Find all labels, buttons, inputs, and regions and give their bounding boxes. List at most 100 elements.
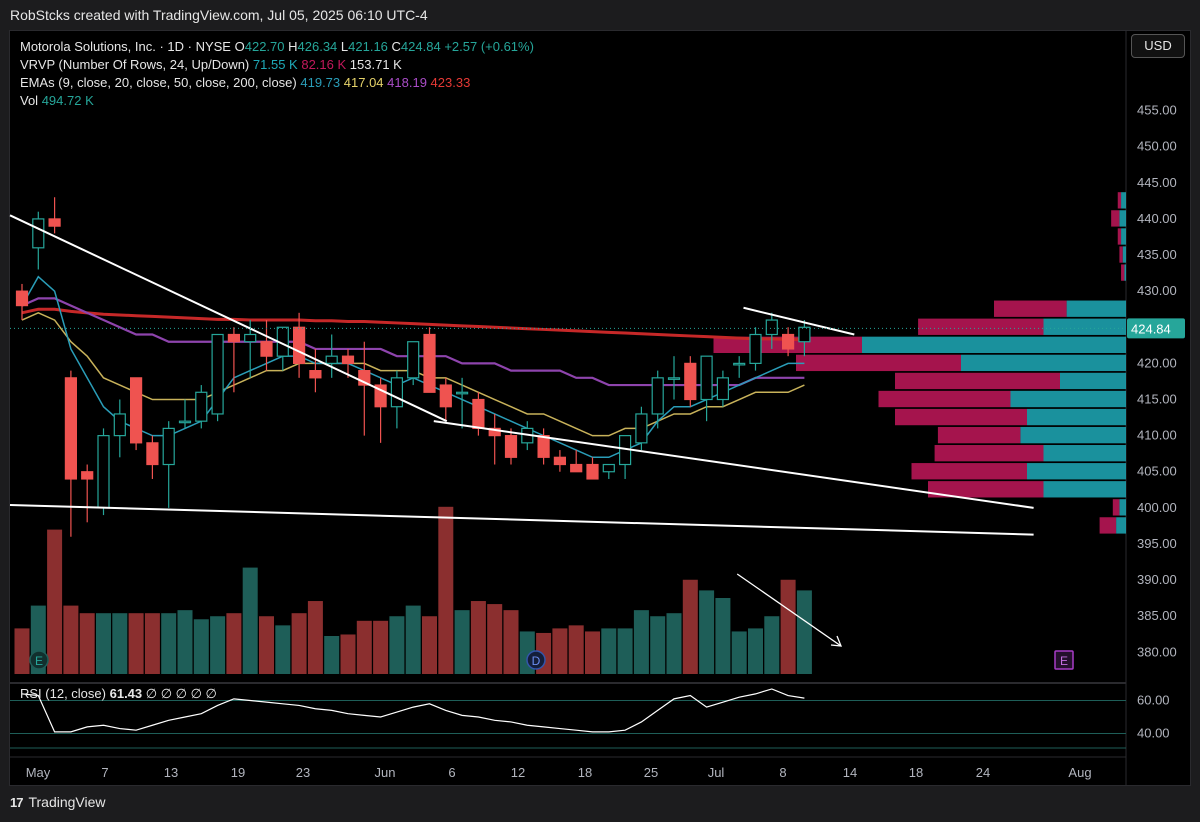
vrvp-up-bar bbox=[1010, 390, 1126, 408]
volume-bar bbox=[63, 605, 79, 674]
volume-bar bbox=[585, 631, 600, 674]
candle-body bbox=[684, 362, 697, 401]
change-value: +2.57 (+0.61%) bbox=[444, 39, 534, 54]
vrvp-up-bar bbox=[1066, 300, 1126, 317]
chart-attribution: RobStcks created with TradingView.com, J… bbox=[0, 0, 1200, 30]
vrvp-up-bar bbox=[1124, 264, 1126, 281]
volume-bar bbox=[96, 613, 111, 674]
volume-bar bbox=[128, 613, 144, 674]
candle-body bbox=[309, 370, 322, 379]
vol-row: Vol 494.72 K bbox=[20, 92, 534, 110]
candle-body bbox=[293, 326, 306, 364]
vrvp-down-bar bbox=[994, 300, 1067, 317]
volume-bar bbox=[307, 601, 323, 674]
volume-bar bbox=[731, 631, 747, 674]
vrvp-down: 82.16 K bbox=[301, 57, 347, 72]
event-marker-icon bbox=[29, 650, 49, 670]
trendline bbox=[433, 420, 1034, 509]
price-tick-label: 455.00 bbox=[1137, 103, 1177, 118]
candle-body bbox=[553, 456, 567, 466]
price-tick-label: 385.00 bbox=[1137, 608, 1177, 623]
volume-bar bbox=[682, 579, 698, 674]
rsi-legend: RSI (12, close) 61.43 ∅ ∅ ∅ ∅ ∅ bbox=[20, 686, 217, 702]
legend: Motorola Solutions, Inc. · 1D · NYSE O 42… bbox=[20, 38, 534, 110]
candle-body bbox=[700, 355, 713, 401]
volume-bar bbox=[275, 625, 291, 674]
symbol-title: Motorola Solutions, Inc. · 1D · NYSE bbox=[20, 39, 231, 54]
volume-bar bbox=[617, 628, 633, 674]
trendline bbox=[743, 306, 855, 336]
close-label: C bbox=[391, 39, 401, 54]
price-tick-label: 440.00 bbox=[1137, 211, 1177, 226]
price-tick-label: 420.00 bbox=[1137, 355, 1177, 370]
candle-body bbox=[456, 391, 469, 395]
open-label: O bbox=[234, 39, 245, 54]
candle-body bbox=[113, 413, 126, 437]
currency-button[interactable]: USD bbox=[1131, 34, 1185, 58]
vrvp-down-bar bbox=[918, 318, 1044, 335]
vrvp-label: VRVP (Number Of Rows, 24, Up/Down) bbox=[20, 57, 250, 72]
candle-body bbox=[162, 427, 175, 466]
tradingview-brand[interactable]: 17 TradingView bbox=[10, 794, 106, 810]
price-tick-label: 400.00 bbox=[1137, 500, 1177, 515]
time-tick-label: May bbox=[26, 765, 51, 780]
vrvp-down-bar bbox=[1117, 228, 1122, 245]
time-tick-label: Aug bbox=[1068, 765, 1091, 780]
candle-body bbox=[244, 333, 257, 343]
vrvp-total: 153.71 K bbox=[349, 57, 402, 72]
candle-body bbox=[716, 377, 730, 401]
price-tick-label: 445.00 bbox=[1137, 175, 1177, 190]
rsi-tick-label: 40.00 bbox=[1137, 726, 1170, 741]
ema200-line bbox=[21, 307, 805, 342]
vrvp-down-bar bbox=[911, 463, 1027, 480]
vrvp-down-bar bbox=[1117, 192, 1122, 209]
rsi-extra: ∅ ∅ ∅ ∅ ∅ bbox=[145, 686, 217, 701]
vrvp-up-bar bbox=[1122, 246, 1126, 263]
candle-body bbox=[325, 355, 338, 364]
volume-bar bbox=[666, 613, 682, 674]
volume-arrow bbox=[736, 573, 842, 647]
vrvp-down-bar bbox=[878, 390, 1011, 408]
price-tick-label: 380.00 bbox=[1137, 644, 1177, 659]
time-tick-label: 6 bbox=[448, 765, 455, 780]
candle-body bbox=[211, 333, 224, 415]
candle-body bbox=[667, 377, 681, 380]
time-tick-label: 12 bbox=[511, 765, 525, 780]
candle-body bbox=[570, 463, 583, 473]
candle-body bbox=[81, 471, 94, 480]
candle-body bbox=[358, 370, 371, 386]
time-tick-label: 18 bbox=[578, 765, 592, 780]
volume-bar bbox=[422, 616, 437, 674]
volume-bar bbox=[764, 616, 780, 674]
vrvp-down-bar bbox=[934, 445, 1044, 462]
vrvp-row: VRVP (Number Of Rows, 24, Up/Down) 71.55… bbox=[20, 56, 534, 74]
rsi-tick-label: 60.00 bbox=[1137, 693, 1170, 708]
ema20-value: 417.04 bbox=[343, 75, 384, 90]
volume-bar bbox=[324, 636, 340, 674]
volume-bar bbox=[633, 610, 649, 674]
candle-body bbox=[651, 377, 664, 415]
vrvp-down-bar bbox=[895, 408, 1027, 426]
event-marker-label: D bbox=[532, 654, 541, 668]
ema50-value: 418.19 bbox=[387, 75, 427, 90]
earnings-marker-icon bbox=[1054, 650, 1074, 670]
volume-bar bbox=[79, 613, 95, 674]
candle-body bbox=[130, 377, 143, 444]
price-tick-label: 395.00 bbox=[1137, 536, 1177, 551]
close-value: 424.84 bbox=[400, 39, 441, 54]
vrvp-up-bar bbox=[1116, 517, 1126, 534]
volume-bar bbox=[715, 598, 731, 674]
vrvp-down-bar bbox=[928, 481, 1044, 498]
volume-bar bbox=[14, 628, 30, 674]
trendline bbox=[9, 503, 1034, 536]
vol-value: 494.72 K bbox=[41, 93, 94, 108]
vrvp-down-bar bbox=[1121, 264, 1125, 281]
volume-bar bbox=[389, 616, 405, 674]
candle-body bbox=[146, 442, 159, 466]
volume-bar bbox=[112, 613, 128, 674]
vrvp-down-bar bbox=[1111, 210, 1120, 227]
candle-body bbox=[488, 427, 501, 437]
candle-body bbox=[602, 463, 615, 473]
volume-bar bbox=[470, 601, 486, 674]
